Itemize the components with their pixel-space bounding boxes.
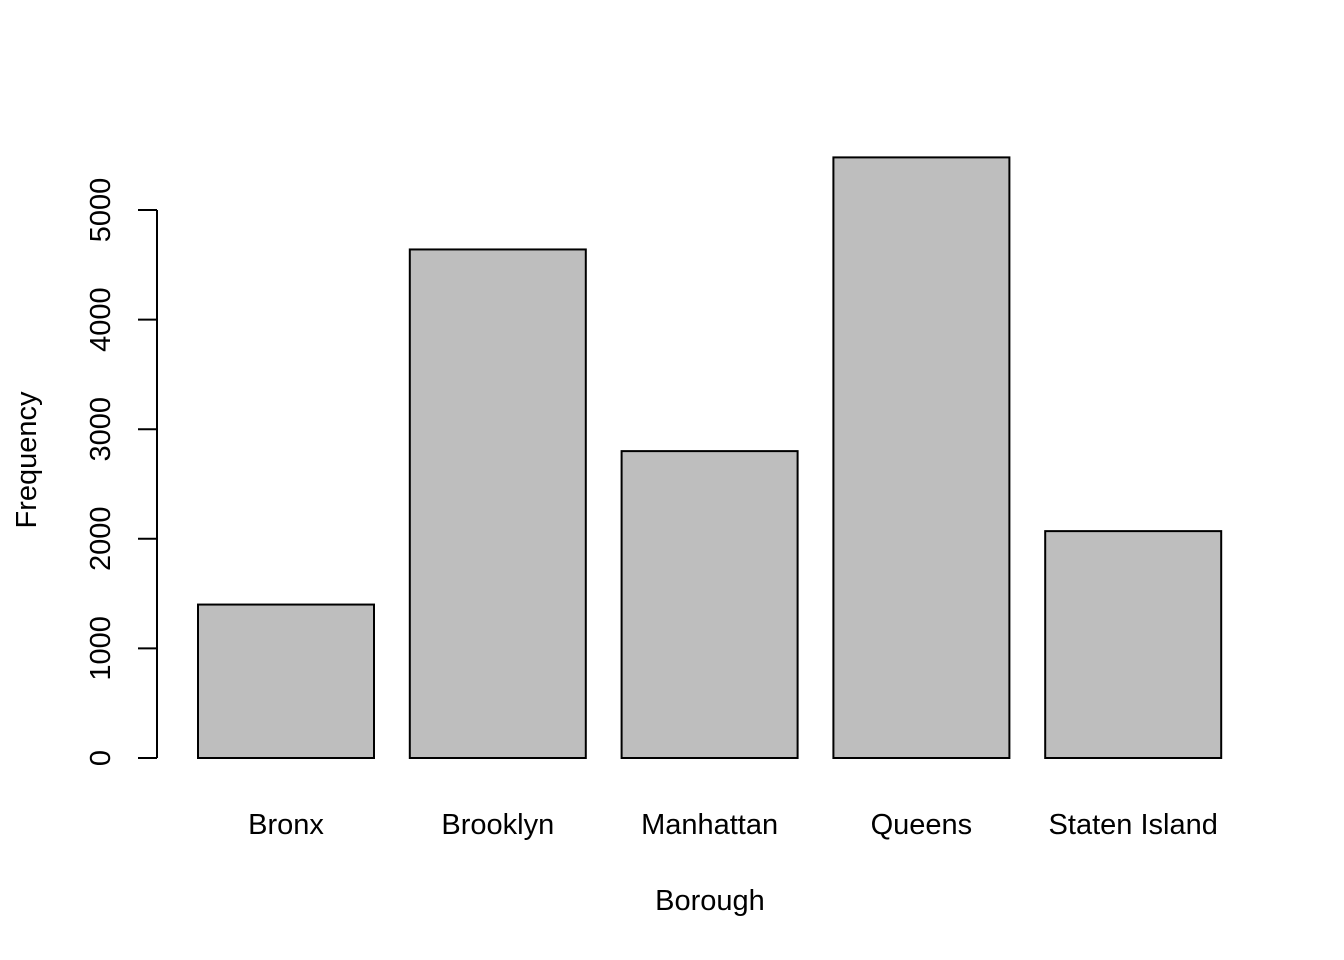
bars-group	[197, 156, 1223, 759]
bar	[620, 450, 799, 759]
y-axis: 0 1000 2000 3000 4000 5000	[85, 178, 158, 766]
x-tick-label: Brooklyn	[441, 809, 554, 841]
y-tick-label: 3000	[85, 397, 117, 462]
x-tick-label: Queens	[871, 809, 973, 841]
y-tick-label: 4000	[85, 287, 117, 352]
y-tick-label: 1000	[85, 616, 117, 681]
bar	[1044, 530, 1223, 759]
bar	[832, 156, 1011, 759]
y-tick-label: 0	[85, 750, 117, 766]
x-category-labels: Bronx Brooklyn Manhattan Queens Staten Islan…	[248, 809, 1218, 841]
y-tick-label: 2000	[85, 507, 117, 572]
bar	[408, 248, 587, 759]
x-tick-label: Staten Island	[1049, 809, 1218, 841]
x-tick-label: Bronx	[248, 809, 324, 841]
x-axis-title: Borough	[655, 885, 765, 917]
bar	[197, 603, 375, 759]
y-axis-title: Frequency	[11, 391, 43, 529]
y-tick-label: 5000	[85, 178, 117, 243]
x-tick-label: Manhattan	[641, 809, 778, 841]
